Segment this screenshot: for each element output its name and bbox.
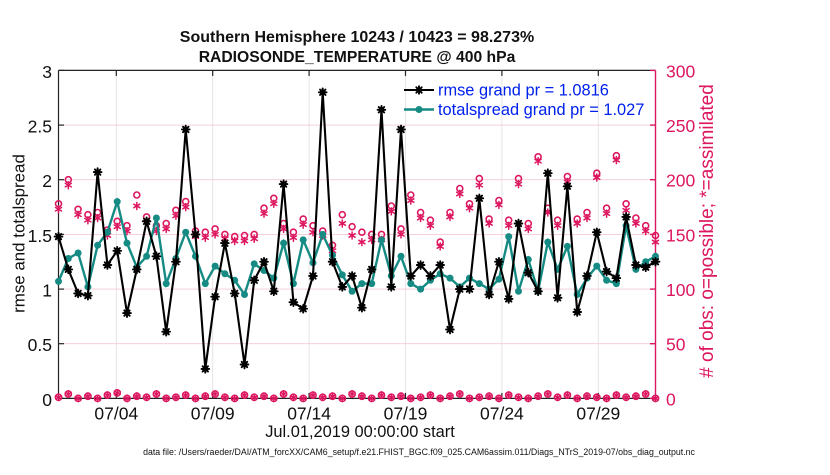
svg-text:0: 0 [42,390,52,410]
svg-text:rmse and totalspread: rmse and totalspread [10,154,29,313]
svg-text:50: 50 [666,335,686,355]
svg-text:200: 200 [666,171,695,191]
svg-text:07/09: 07/09 [191,404,235,424]
svg-text:RADIOSONDE_TEMPERATURE @ 400 h: RADIOSONDE_TEMPERATURE @ 400 hPa [199,49,516,66]
svg-text:3: 3 [42,62,52,82]
svg-text:300: 300 [666,61,695,81]
svg-text:0: 0 [666,389,676,409]
svg-text:Southern Hemisphere 10243 / 10: Southern Hemisphere 10243 / 10423 = 98.2… [180,29,534,46]
svg-text:rmse grand pr = 1.0816: rmse grand pr = 1.0816 [438,82,609,100]
svg-text:0.5: 0.5 [28,335,52,355]
svg-text:250: 250 [666,116,695,136]
svg-text:2.5: 2.5 [28,117,52,137]
svg-text:totalspread grand pr = 1.027: totalspread grand pr = 1.027 [438,101,644,119]
svg-text:1: 1 [42,281,52,301]
svg-text:2: 2 [42,171,52,191]
svg-text:# of obs: o=possible; *=assimi: # of obs: o=possible; *=assimilated [697,84,718,378]
svg-text:07/14: 07/14 [287,404,331,424]
svg-text:07/04: 07/04 [94,404,138,424]
svg-text:1.5: 1.5 [28,226,52,246]
svg-text:Jul.01,2019 00:00:00 start: Jul.01,2019 00:00:00 start [265,423,455,441]
svg-text:100: 100 [666,280,695,300]
svg-text:07/24: 07/24 [480,404,524,424]
svg-text:150: 150 [666,225,695,245]
svg-text:07/19: 07/19 [384,404,428,424]
svg-text:07/29: 07/29 [576,404,620,424]
svg-text:data file: /Users/raeder/DAI/A: data file: /Users/raeder/DAI/ATM_forcXX/… [143,447,695,457]
